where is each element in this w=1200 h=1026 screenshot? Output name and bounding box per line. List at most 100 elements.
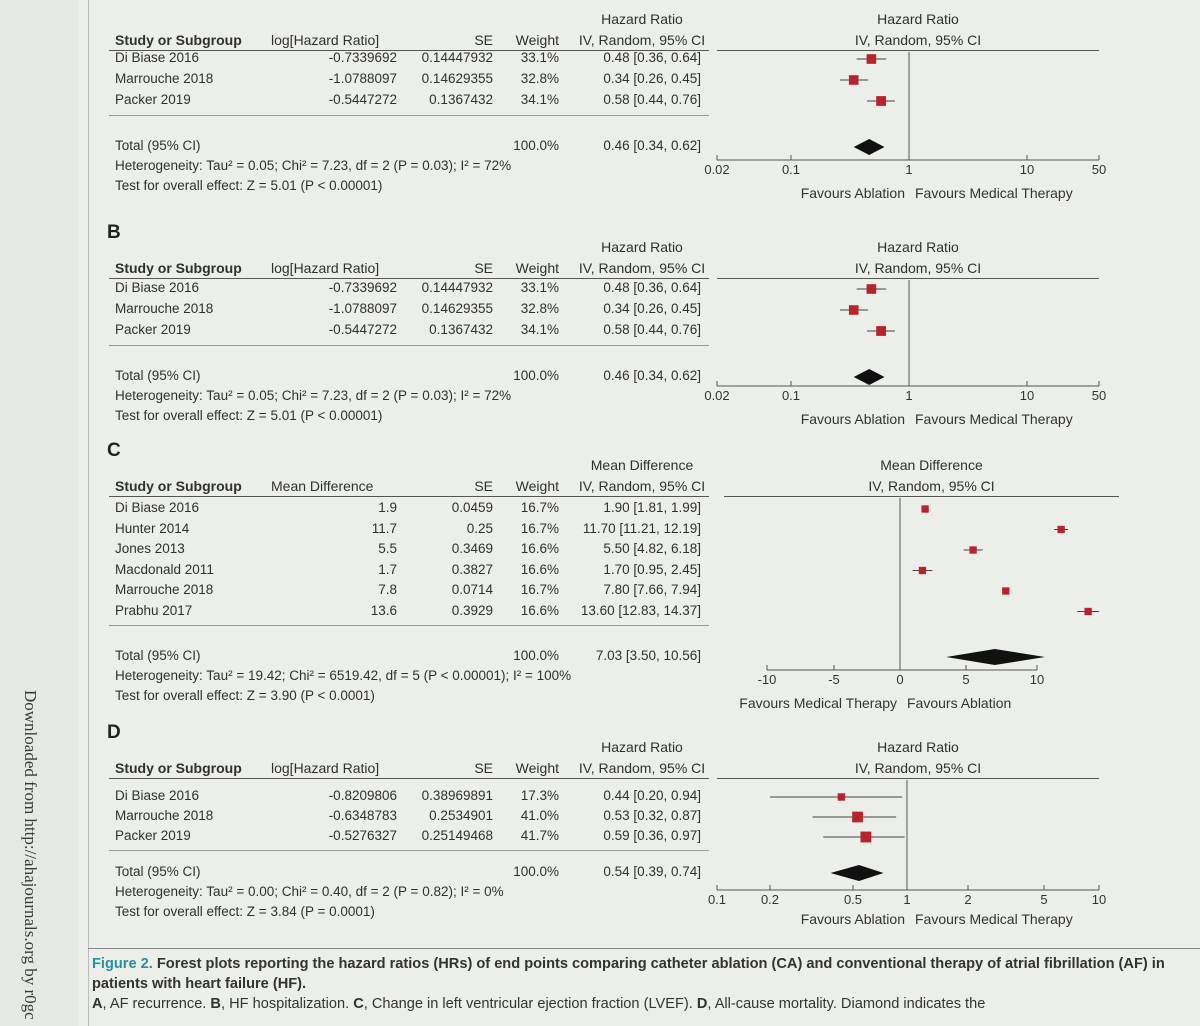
axis-tick-label: 50: [1092, 388, 1106, 403]
study-estimate-square: [837, 793, 846, 801]
axis-tick-label: 10: [1020, 162, 1034, 177]
caption-panel-description: , All-cause mortality. Diamond indicates…: [707, 996, 986, 1012]
axis-tick-label: 0.02: [704, 388, 729, 403]
study-weight: 16.7%: [520, 500, 559, 515]
column-header-study: Study or Subgroup: [115, 32, 242, 48]
pooled-estimate-diamond: [853, 369, 885, 385]
study-ci: 0.58 [0.44, 0.76]: [603, 92, 701, 107]
total-weight: 100.0%: [513, 138, 559, 153]
column-header-effect: log[Hazard Ratio]: [271, 260, 380, 276]
study-effect: -0.5447272: [328, 92, 397, 107]
heterogeneity-text: Heterogeneity: Tau² = 0.00; Chi² = 0.40,…: [115, 884, 504, 899]
heterogeneity-text: Heterogeneity: Tau² = 0.05; Chi² = 7.23,…: [115, 388, 512, 403]
study-ci: 0.48 [0.36, 0.64]: [603, 280, 701, 295]
figure-content: Hazard Ratio Study or Subgroup log[Hazard …: [88, 0, 1200, 1026]
study-name: Packer 2019: [115, 322, 191, 337]
total-label: Total (95% CI): [115, 648, 201, 663]
study-estimate-square: [876, 96, 886, 106]
column-header-study: Study or Subgroup: [115, 760, 242, 776]
caption-panel-letter: D: [696, 996, 708, 1012]
column-header-weight: Weight: [515, 478, 559, 494]
study-estimate-square: [866, 284, 877, 294]
forest-plot-svg: -10 -5 0 5 10 Favours Medical Therapy Favours …: [739, 498, 1100, 711]
study-se: 0.3469: [451, 541, 493, 556]
total-ci: 7.03 [3.50, 10.56]: [595, 648, 701, 663]
study-estimate-square: [852, 811, 863, 823]
study-estimate-square: [1002, 587, 1010, 595]
column-header-ci-bottom: IV, Random, 95% CI: [578, 260, 706, 276]
figure-caption: Figure 2. Forest plots reporting the haz…: [92, 954, 1192, 1014]
column-header-ci-top: Mean Difference: [590, 457, 694, 473]
total-label: Total (95% CI): [115, 368, 201, 383]
column-header-ci-top: Hazard Ratio: [601, 11, 683, 27]
column-header-weight: Weight: [515, 760, 559, 776]
plot-header-bottom: IV, Random, 95% CI: [854, 32, 982, 48]
column-header-effect: Mean Difference: [271, 478, 374, 494]
axis-tick-label: 10: [1092, 892, 1106, 907]
study-ci: 13.60 [12.83, 14.37]: [580, 602, 701, 618]
total-ci: 0.46 [0.34, 0.62]: [603, 138, 701, 153]
study-effect: 1.7: [378, 561, 397, 577]
caption-panel-letter: C: [353, 996, 364, 1012]
axis-tick-label: 5: [1040, 892, 1047, 907]
study-se: 0.14629355: [421, 71, 493, 86]
study-ci: 0.53 [0.32, 0.87]: [603, 808, 701, 823]
study-effect: -1.0788097: [328, 301, 397, 316]
forest-plot-svg: 0.02 0.1 1 10 50 Favours Ablation Favours Medi…: [704, 280, 1106, 427]
study-weight: 32.8%: [520, 301, 559, 316]
study-estimate-square: [866, 54, 877, 64]
study-name: Jones 2013: [115, 541, 185, 556]
study-effect: -0.5447272: [328, 322, 397, 337]
heterogeneity-text: Heterogeneity: Tau² = 0.05; Chi² = 7.23,…: [115, 158, 512, 173]
total-weight: 100.0%: [513, 864, 559, 879]
study-ci: 5.50 [4.82, 6.18]: [603, 541, 701, 556]
study-name: Di Biase 2016: [115, 50, 200, 65]
study-weight: 41.0%: [520, 808, 559, 823]
caption-panel-description: , Change in left ventricular ejection fr…: [363, 996, 697, 1012]
study-effect: -0.5276327: [328, 828, 397, 843]
study-effect: 1.9: [378, 500, 397, 515]
study-se: 0.0714: [451, 582, 493, 597]
total-ci: 0.46 [0.34, 0.62]: [603, 368, 701, 383]
study-estimate-square: [848, 75, 859, 85]
study-weight: 16.7%: [520, 520, 559, 536]
body-rule: [109, 850, 709, 851]
study-ci: 1.90 [1.81, 1.99]: [603, 500, 701, 515]
axis-tick-label: 0.1: [708, 892, 726, 907]
study-name: Macdonald 2011: [115, 561, 214, 577]
body-rule: [109, 625, 709, 626]
favours-left-label: Favours Ablation: [801, 911, 905, 927]
figure-number: Figure 2.: [92, 956, 153, 972]
download-watermark: Downloaded from http://ahajournals.org b…: [21, 690, 40, 1020]
study-se: 0.2534901: [429, 808, 493, 823]
total-weight: 100.0%: [513, 368, 559, 383]
study-name: Di Biase 2016: [115, 788, 200, 803]
study-weight: 33.1%: [520, 50, 559, 65]
plot-header-bottom: IV, Random, 95% CI: [854, 260, 982, 276]
study-weight: 16.7%: [520, 582, 559, 597]
study-weight: 16.6%: [520, 561, 559, 577]
plot-header-top: Hazard Ratio: [877, 11, 959, 27]
study-ci: 0.58 [0.44, 0.76]: [603, 322, 701, 337]
plot-header-bottom: IV, Random, 95% CI: [854, 760, 982, 776]
study-ci: 0.44 [0.20, 0.94]: [603, 788, 701, 803]
panel-label: D: [107, 722, 121, 743]
body-rule: [109, 115, 709, 116]
column-header-weight: Weight: [515, 32, 559, 48]
study-estimate-square: [921, 505, 929, 513]
study-effect: -1.0788097: [328, 71, 397, 86]
favours-right-label: Favours Medical Therapy: [915, 185, 1073, 201]
study-estimate-square: [1057, 525, 1065, 534]
study-se: 0.14629355: [421, 301, 493, 316]
header-rule: [109, 278, 709, 279]
study-ci: 1.70 [0.95, 2.45]: [603, 561, 701, 577]
header-rule: [109, 496, 709, 497]
axis-tick-label: 50: [1092, 162, 1106, 177]
study-ci: 0.59 [0.36, 0.97]: [603, 828, 701, 843]
study-se: 0.1367432: [429, 92, 493, 107]
study-se: 0.25149468: [421, 828, 493, 843]
axis-tick-label: 0: [896, 672, 903, 687]
plot-header-top: Mean Difference: [880, 457, 983, 473]
header-rule: [109, 778, 709, 779]
study-weight: 16.6%: [520, 602, 559, 618]
